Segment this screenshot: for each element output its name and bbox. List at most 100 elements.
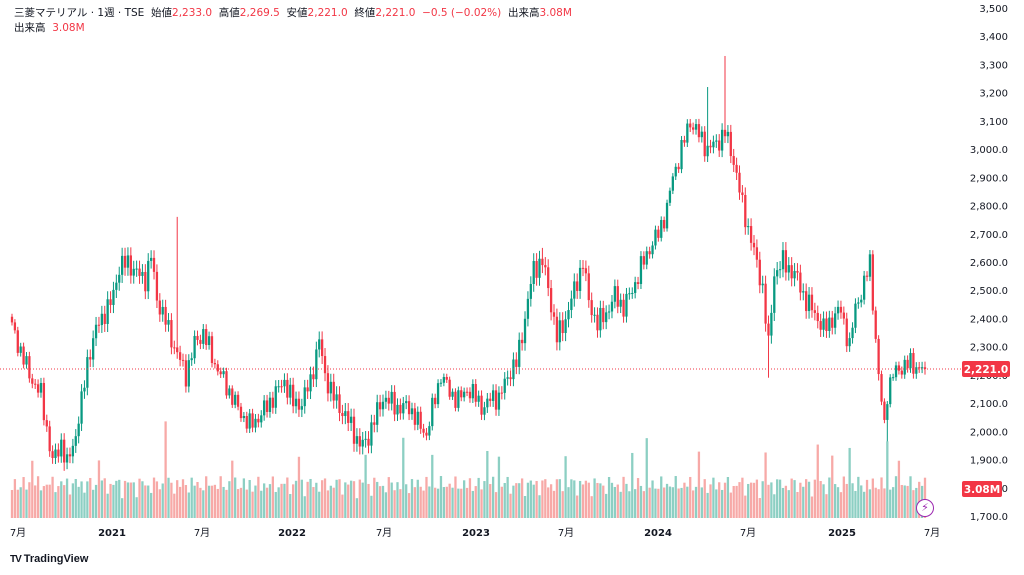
volume-bar — [474, 486, 477, 518]
volume-bar — [787, 490, 790, 518]
volume-bar — [419, 486, 422, 518]
candle-body — [393, 391, 396, 415]
volume-bar — [576, 495, 579, 518]
x-tick-label: 7月 — [10, 527, 26, 539]
volume-bar — [555, 479, 559, 518]
candle-body — [390, 391, 393, 404]
volume-bar — [773, 494, 776, 518]
candle-body — [619, 299, 622, 307]
volume-bar — [625, 483, 628, 518]
volume-bar — [816, 444, 819, 518]
volume-bar — [880, 477, 883, 518]
volume-tag: 3.08M — [962, 481, 1002, 497]
volume-bar — [691, 490, 695, 518]
volume-bar — [239, 487, 243, 518]
candle-body — [639, 256, 643, 284]
candle-body — [31, 378, 34, 384]
candle-body — [723, 129, 727, 137]
volume-bar — [790, 478, 793, 518]
candle-body — [587, 273, 590, 301]
volume-bar — [361, 482, 364, 518]
candle-body — [109, 299, 112, 305]
candle-body — [74, 436, 77, 446]
volume-bar — [161, 483, 164, 518]
candle-body — [190, 358, 193, 361]
volume-bar — [248, 479, 251, 518]
x-tick-label: 2023 — [462, 528, 490, 539]
volume-bar — [434, 487, 437, 518]
volume-bar — [97, 460, 101, 518]
candle-body — [590, 300, 593, 316]
candle-body — [451, 391, 454, 397]
volume-bar — [152, 477, 156, 518]
volume-bar — [865, 479, 869, 518]
candle-body — [286, 379, 289, 398]
x-tick-label: 2022 — [278, 528, 306, 539]
volume-bar — [86, 481, 89, 518]
candle-body — [149, 257, 153, 261]
candle-body — [515, 359, 518, 367]
volume-bar — [906, 485, 909, 518]
volume-bar — [660, 476, 663, 518]
volume-bar — [805, 479, 808, 518]
candle-body — [376, 402, 379, 425]
candle-body — [457, 390, 460, 408]
candle-body — [120, 255, 124, 275]
candle-body — [839, 306, 843, 313]
volume-bar — [758, 498, 761, 518]
volume-bar — [225, 489, 228, 518]
candle-body — [92, 338, 95, 360]
volume-bar — [900, 485, 903, 518]
volume-bar — [834, 484, 837, 518]
volume-bar — [347, 484, 350, 518]
candle-body — [720, 129, 724, 151]
candle-body — [42, 382, 46, 421]
candle-body — [318, 339, 321, 350]
candle-body — [532, 261, 535, 284]
candle-body — [671, 176, 674, 191]
symbol-label[interactable]: 三菱マテリアル · 1週 · TSE — [14, 7, 145, 19]
candle-body — [857, 302, 860, 304]
volume-bar — [912, 490, 915, 518]
volume-bar — [335, 479, 338, 518]
volume-bar — [726, 477, 730, 518]
volume-bar — [509, 493, 512, 518]
tradingview-brand[interactable]: TV TradingView — [10, 553, 88, 565]
candle-body — [25, 356, 28, 365]
candle-body — [680, 140, 683, 170]
y-axis[interactable]: 3,500 3,400 3,300 3,200 3,100 3,000.0 2,900.0 2… — [970, 4, 1008, 523]
volume-bar — [712, 477, 715, 518]
candle-body — [28, 356, 31, 379]
candle-body — [819, 321, 822, 330]
volume-bar — [561, 491, 564, 518]
candle-body — [419, 411, 422, 429]
candle-body — [781, 250, 785, 270]
candle-body — [923, 367, 927, 369]
lightning-icon[interactable]: ⚡ — [916, 499, 934, 517]
volume-bar — [370, 495, 373, 518]
candle-body — [370, 422, 373, 446]
volume-bar — [19, 487, 22, 518]
volume-bar — [349, 480, 353, 518]
y-tick-label: 2,600.0 — [970, 258, 1008, 269]
candle-body — [605, 312, 608, 323]
candle-body — [347, 411, 350, 423]
volume-bar — [13, 479, 17, 518]
candle-body — [164, 306, 167, 325]
open-value: 2,233.0 — [172, 7, 213, 19]
volume-bar — [147, 485, 150, 518]
last-price-label: 2,221.0 — [964, 364, 1009, 376]
candle-body — [761, 283, 764, 286]
volume-bar — [352, 481, 356, 518]
candle-body — [602, 307, 605, 323]
x-axis[interactable]: 7月 2021 7月 2022 7月 2023 7月 2024 7月 2025 7月 — [10, 527, 940, 539]
volume-bar — [170, 482, 173, 518]
volume-bar — [689, 476, 692, 518]
candle-body — [89, 357, 92, 360]
volume-bar — [205, 476, 208, 518]
candle-body — [799, 272, 802, 293]
volume-bar — [167, 477, 170, 518]
volume-bar — [700, 487, 703, 518]
candle-body — [434, 397, 437, 405]
